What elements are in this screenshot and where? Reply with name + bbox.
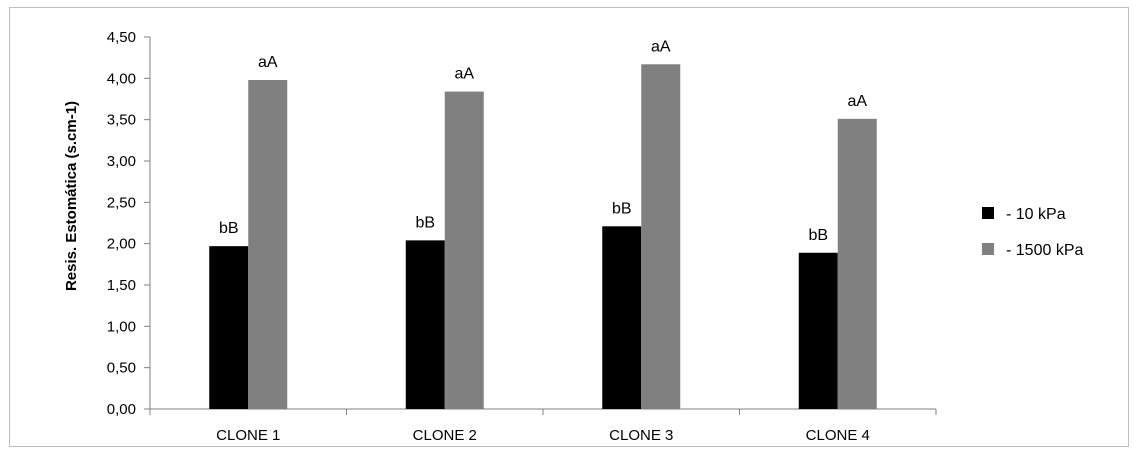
- y-tick-label: 0,00: [107, 401, 136, 418]
- y-tick-label: 2,50: [107, 194, 136, 211]
- x-axis: CLONE 1 CLONE 2 CLONE 3 CLONE 4: [149, 408, 937, 444]
- bar-1500kpa: [444, 91, 484, 409]
- category-label: CLONE 2: [413, 427, 477, 444]
- legend-label: - 1500 kPa: [1006, 242, 1083, 259]
- y-tick-label: 2,00: [107, 236, 136, 253]
- bar-10kpa: [798, 252, 838, 409]
- y-tick-label: 3,50: [107, 112, 136, 129]
- y-tick-label: 4,50: [107, 29, 136, 46]
- y-tick-label: 1,50: [107, 277, 136, 294]
- bar-10kpa: [209, 246, 249, 409]
- data-label: bB: [219, 220, 239, 237]
- bar-10kpa: [405, 240, 445, 409]
- data-label: aA: [258, 54, 278, 71]
- y-axis: 0,00 0,50 1,00 1,50 2,00 2,50 3,00 3,50 4,00 4,50: [107, 29, 151, 418]
- data-labels: bB bB bB bB aA aA aA aA: [219, 38, 867, 243]
- bars: [209, 64, 877, 409]
- legend-swatch: [982, 243, 994, 255]
- bar-1500kpa: [641, 64, 681, 409]
- data-label: aA: [847, 93, 867, 110]
- y-tick-label: 3,00: [107, 153, 136, 170]
- data-label: bB: [612, 200, 632, 217]
- data-label: aA: [651, 38, 671, 55]
- category-label: CLONE 4: [806, 427, 870, 444]
- y-tick-label: 1,00: [107, 318, 136, 335]
- data-label: aA: [454, 66, 474, 83]
- category-label: CLONE 3: [609, 427, 673, 444]
- category-label: CLONE 1: [216, 427, 280, 444]
- legend-swatch: [982, 207, 994, 219]
- bar-10kpa: [602, 226, 642, 409]
- legend: - 10 kPa - 1500 kPa: [982, 206, 1083, 259]
- data-label: bB: [415, 214, 435, 231]
- y-tick-label: 4,00: [107, 70, 136, 87]
- bar-1500kpa: [248, 79, 288, 409]
- bar-1500kpa: [837, 118, 877, 409]
- y-tick-label: 0,50: [107, 360, 136, 377]
- legend-label: - 10 kPa: [1006, 206, 1066, 223]
- chart-frame: 0,00 0,50 1,00 1,50 2,00 2,50 3,00 3,50 4,00 4,50…: [9, 7, 1129, 447]
- y-axis-title: Resis. Estomática (s.cm-1): [63, 101, 80, 291]
- data-label: bB: [808, 227, 828, 244]
- bar-chart: 0,00 0,50 1,00 1,50 2,00 2,50 3,00 3,50 4,00 4,50…: [63, 29, 1083, 444]
